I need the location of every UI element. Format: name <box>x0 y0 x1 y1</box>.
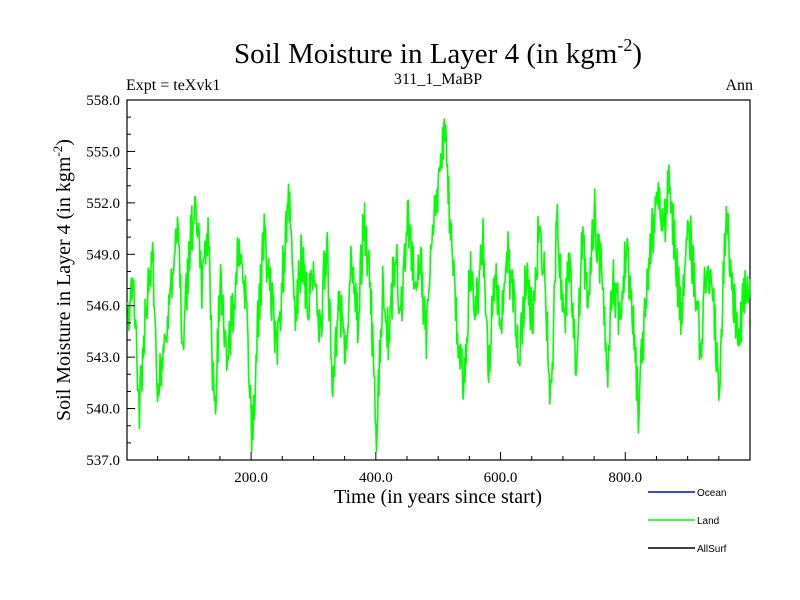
y-tick-label: 549.0 <box>86 247 120 263</box>
y-axis-label-text: Soil Moisture in Layer 4 (in kgm <box>53 156 75 421</box>
legend: Ocean Land AllSurf <box>648 488 727 555</box>
y-axis-label: Soil Moisture in Layer 4 (in kgm-2) <box>50 139 75 421</box>
x-axis-label: Time (in years since start) <box>334 486 542 508</box>
x-tick-label: 800.0 <box>608 470 642 486</box>
y-axis-label-sup: -2 <box>50 146 65 157</box>
y-tick-label: 540.0 <box>86 402 120 418</box>
chart-title-close: ) <box>632 38 642 70</box>
subtitle-left: Expt = teXvk1 <box>126 77 220 94</box>
y-tick-label: 537.0 <box>86 453 120 469</box>
y-tick-label: 555.0 <box>86 144 120 160</box>
legend-label-allsurf: AllSurf <box>697 544 727 555</box>
chart-title: Soil Moisture in Layer 4 (in kgm-2) <box>234 35 642 70</box>
x-axis-ticks: 200.0 400.0 600.0 800.0 <box>157 452 720 486</box>
series-line-land <box>126 118 751 453</box>
y-tick-label: 558.0 <box>86 93 120 109</box>
chart-title-sup: -2 <box>617 35 632 55</box>
legend-label-ocean: Ocean <box>697 488 726 499</box>
y-tick-label: 543.0 <box>86 350 120 366</box>
legend-label-land: Land <box>697 516 719 527</box>
subtitle-center: 311_1_MaBP <box>394 71 482 88</box>
series-group <box>126 118 751 453</box>
x-tick-label: 400.0 <box>359 470 393 486</box>
chart-title-text: Soil Moisture in Layer 4 (in kgm <box>234 38 618 70</box>
y-axis-ticks: 537.0 540.0 543.0 546.0 549.0 552.0 555.0 558.0 <box>86 93 135 469</box>
y-axis-label-close: ) <box>53 139 75 146</box>
y-tick-label: 546.0 <box>86 299 120 315</box>
x-tick-label: 200.0 <box>234 470 268 486</box>
y-tick-label: 552.0 <box>86 196 120 212</box>
subtitle-right: Ann <box>725 77 753 94</box>
x-tick-label: 600.0 <box>484 470 518 486</box>
